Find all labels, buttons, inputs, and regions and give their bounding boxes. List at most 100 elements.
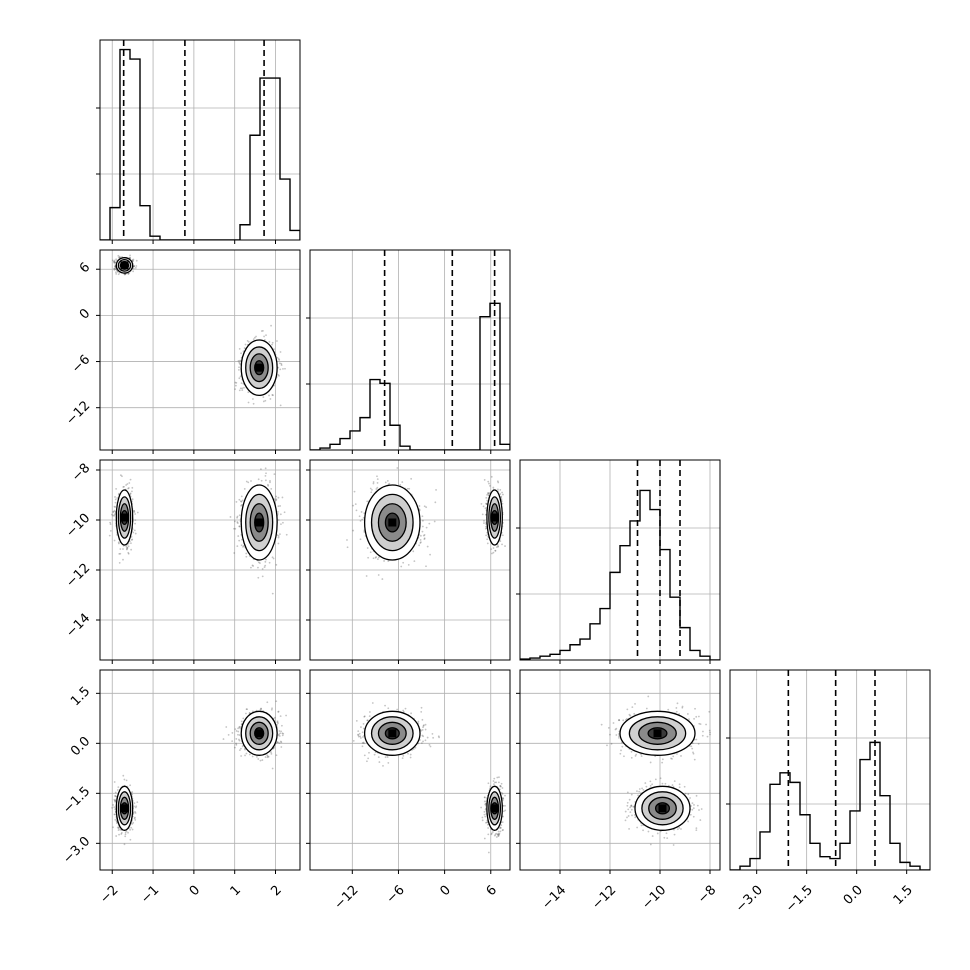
scatter-point	[251, 564, 254, 567]
scatter-point	[277, 505, 280, 508]
scatter-point	[239, 359, 241, 362]
scatter-point	[240, 382, 243, 384]
density-peak	[120, 261, 129, 270]
scatter-point	[489, 485, 491, 487]
scatter-point	[234, 384, 237, 387]
scatter-point	[480, 502, 483, 505]
scatter-point	[130, 539, 133, 541]
scatter-point	[240, 544, 243, 547]
scatter-point	[272, 557, 275, 560]
scatter-point	[238, 347, 241, 350]
scatter-point	[236, 545, 239, 548]
scatter-point	[264, 399, 267, 402]
scatter-point	[117, 256, 120, 259]
scatter-point	[115, 272, 118, 275]
scatter-point	[237, 368, 240, 371]
scatter-point	[499, 540, 502, 542]
scatter-point	[131, 538, 134, 541]
scatter-point	[276, 534, 279, 536]
scatter-point	[500, 495, 503, 498]
scatter-point	[277, 519, 280, 521]
scatter-point	[252, 565, 255, 567]
scatter-point	[262, 329, 264, 332]
scatter-point	[118, 542, 120, 545]
scatter-point	[485, 525, 487, 528]
panel-content	[100, 460, 300, 660]
scatter-point	[490, 548, 493, 551]
scatter-point	[242, 545, 244, 548]
scatter-point	[501, 534, 504, 537]
scatter-point	[277, 536, 280, 539]
panel-content	[100, 250, 300, 450]
scatter-point	[238, 514, 241, 517]
scatter-point	[238, 362, 241, 365]
scatter-point	[484, 527, 487, 530]
density-peak	[120, 513, 129, 522]
scatter-point	[243, 386, 245, 389]
scatter-point	[277, 496, 280, 499]
scatter-point	[236, 521, 239, 523]
scatter-point	[130, 548, 133, 551]
scatter-point	[132, 270, 135, 273]
scatter-point	[114, 496, 116, 498]
scatter-point	[113, 513, 116, 516]
scatter-point	[136, 511, 139, 514]
scatter-point	[501, 491, 503, 494]
scatter-point	[122, 486, 125, 488]
scatter-point	[111, 259, 114, 262]
panel-content	[100, 40, 300, 240]
scatter-point	[269, 398, 272, 400]
scatter-point	[353, 490, 356, 493]
scatter-point	[113, 505, 116, 508]
scatter-point	[234, 388, 236, 391]
scatter-point	[233, 520, 236, 523]
scatter-point	[366, 547, 369, 549]
scatter-point	[113, 262, 116, 264]
panel-2-0	[96, 459, 301, 664]
scatter-point	[113, 509, 116, 512]
scatter-point	[250, 566, 252, 569]
scatter-point	[492, 551, 495, 554]
scatter-point	[115, 258, 118, 261]
scatter-point	[264, 564, 267, 567]
scatter-point	[125, 484, 128, 486]
scatter-point	[352, 529, 355, 532]
scatter-point	[279, 351, 282, 353]
scatter-point	[131, 486, 134, 489]
scatter-point	[122, 558, 124, 561]
scatter-point	[277, 511, 279, 513]
scatter-point	[115, 487, 118, 490]
scatter-point	[238, 525, 241, 528]
scatter-point	[273, 473, 276, 476]
scatter-point	[247, 481, 250, 484]
scatter-point	[272, 394, 274, 397]
scatter-point	[118, 552, 121, 555]
scatter-point	[127, 487, 130, 489]
scatter-point	[119, 256, 121, 259]
scatter-point	[119, 552, 122, 555]
scatter-point	[245, 555, 248, 558]
scatter-point	[484, 507, 487, 510]
scatter-point	[112, 514, 114, 517]
scatter-point	[281, 496, 284, 499]
scatter-point	[497, 481, 500, 484]
scatter-point	[126, 547, 128, 550]
scatter-point	[108, 534, 111, 537]
scatter-point	[363, 530, 366, 533]
panel-frame	[99, 39, 301, 241]
scatter-point	[245, 552, 248, 555]
scatter-point	[134, 519, 137, 522]
scatter-point	[359, 538, 362, 541]
scatter-point	[346, 539, 348, 541]
scatter-point	[131, 259, 134, 261]
scatter-point	[237, 359, 240, 362]
scatter-point	[238, 498, 241, 501]
scatter-point	[352, 504, 355, 507]
scatter-point	[501, 543, 503, 546]
scatter-point	[238, 366, 240, 369]
scatter-point	[127, 487, 129, 490]
scatter-point	[117, 541, 120, 544]
scatter-point	[128, 482, 131, 484]
scatter-point	[257, 566, 259, 569]
